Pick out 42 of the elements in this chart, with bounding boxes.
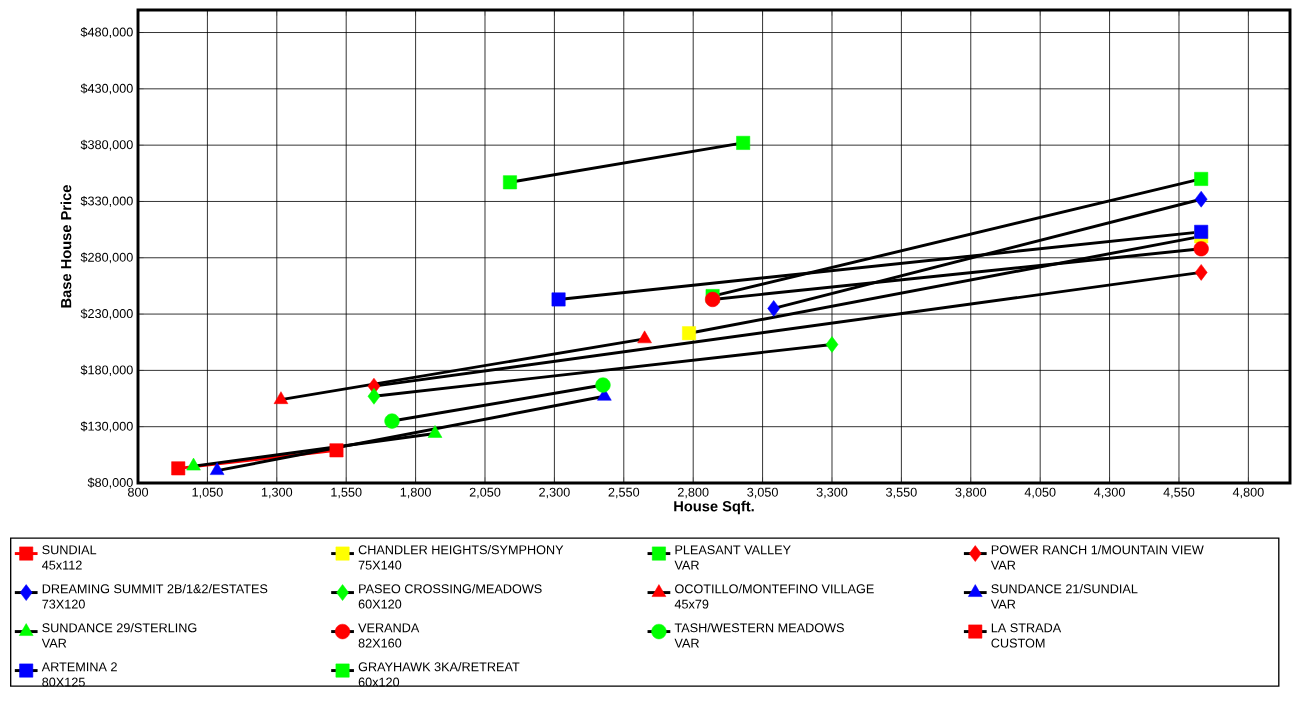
legend-label: LA STRADA CUSTOM (991, 623, 1062, 648)
y-tick-label: $230,000 (80, 308, 133, 320)
x-tick-label: 1,300 (261, 487, 293, 499)
y-tick-label: $80,000 (87, 477, 133, 489)
x-tick-label: 2,550 (608, 487, 640, 499)
legend-label: DREAMING SUMMIT 2B/1&2/ESTATES 73X120 (42, 583, 268, 609)
legend-label: SUNDANCE 29/STERLING VAR (41, 622, 197, 648)
legend-label: GRAYHAWK 3KA/RETREAT 60x120 (358, 661, 520, 687)
x-tick-label: 800 (127, 487, 149, 497)
y-tick-label: $480,000 (80, 27, 133, 39)
y-tick-label: $380,000 (80, 139, 133, 151)
legend-label: OCOTILLO/MONTEFINO VILLAGE 45x79 (674, 583, 874, 609)
legend-label: PASEO CROSSING/MEADOWS 60X120 (358, 583, 542, 609)
x-tick-label: 3,550 (886, 487, 917, 499)
x-tick-label: 4,550 (1163, 487, 1195, 499)
y-tick-label: $280,000 (80, 252, 133, 264)
legend-label: VERANDA 82X160 (358, 623, 420, 648)
x-tick-label: 2,050 (469, 487, 501, 499)
x-tick-label: 1,050 (192, 487, 223, 499)
x-axis-title: House Sqft. (674, 500, 754, 515)
x-tick-label: 4,800 (1232, 487, 1264, 499)
y-axis-title: Base House Price (60, 185, 72, 308)
x-tick-label: 1,550 (331, 487, 362, 499)
legend-label: POWER RANCH 1/MOUNTAIN VIEW VAR (990, 544, 1204, 570)
legend-label: TASH/WESTERN MEADOWS VAR (674, 622, 844, 648)
legend-label: SUNDIAL 45x112 (42, 545, 97, 570)
legend-label: PLEASANT VALLEY VAR (674, 545, 791, 570)
legend-label: ARTEMINA 2 80X125 (41, 662, 117, 687)
legend-label: CHANDLER HEIGHTS/SYMPHONY 75X140 (358, 544, 564, 570)
x-tick-label: 1,800 (400, 487, 431, 499)
y-tick-label: $430,000 (80, 83, 133, 95)
legend-label: SUNDANCE 21/SUNDIAL VAR (990, 583, 1138, 609)
x-tick-label: 4,050 (1024, 487, 1056, 499)
x-tick-label: 3,050 (747, 487, 778, 499)
y-tick-label: $130,000 (80, 421, 133, 433)
y-tick-label: $180,000 (80, 364, 133, 376)
x-tick-label: 3,300 (816, 487, 848, 499)
x-tick-label: 3,800 (955, 487, 987, 499)
x-tick-label: 4,300 (1094, 487, 1125, 499)
y-tick-label: $330,000 (80, 195, 133, 207)
x-tick-label: 2,800 (677, 487, 709, 499)
x-tick-label: 2,300 (539, 487, 570, 499)
